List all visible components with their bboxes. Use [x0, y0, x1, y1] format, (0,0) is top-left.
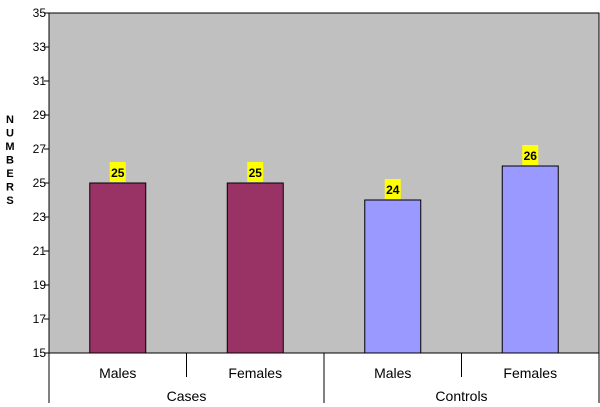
y-tick-label: 29 — [33, 108, 47, 122]
y-tick-label: 27 — [33, 142, 47, 156]
y-tick-label: 25 — [33, 176, 47, 190]
data-label: 25 — [249, 166, 263, 180]
data-label-background — [247, 162, 264, 182]
y-tick-label: 21 — [33, 244, 47, 258]
y-tick-label: 15 — [33, 346, 47, 360]
data-label-background — [522, 145, 539, 165]
bar — [501, 165, 559, 354]
bar — [89, 182, 147, 354]
bar — [226, 182, 284, 354]
y-tick-label: 35 — [33, 6, 47, 20]
y-axis: 15 17 19 21 23 25 27 29 31 33 35 — [33, 6, 49, 360]
data-label-background — [109, 162, 126, 182]
y-tick-label: 23 — [33, 210, 47, 224]
data-label: 26 — [524, 149, 538, 163]
y-tick-label: 17 — [33, 312, 47, 326]
y-tick-label: 19 — [33, 278, 47, 292]
x-category-label: Females — [503, 365, 557, 381]
data-label-background — [384, 179, 401, 199]
x-axis: Males Females Cases Males Females Controls — [48, 353, 600, 404]
data-label: 24 — [386, 183, 400, 197]
x-group-label: Controls — [435, 388, 487, 404]
y-axis-label-letter: E — [6, 168, 13, 180]
y-axis-label-letter: M — [5, 141, 14, 153]
y-tick-label: 31 — [33, 74, 47, 88]
y-axis-label-letter: R — [6, 182, 14, 194]
x-category-label: Males — [99, 365, 136, 381]
x-group-label: Cases — [167, 388, 207, 404]
y-tick-label: 33 — [33, 40, 47, 54]
y-axis-label-letter: S — [6, 195, 13, 207]
y-axis-label-letter: B — [6, 155, 14, 167]
bar — [364, 199, 422, 354]
x-category-label: Females — [228, 365, 282, 381]
bars: 25 25 24 26 — [89, 145, 559, 354]
y-axis-label-letter: U — [6, 128, 14, 140]
y-axis-label-letter: N — [6, 114, 14, 126]
x-category-label: Males — [374, 365, 411, 381]
data-label: 25 — [111, 166, 125, 180]
